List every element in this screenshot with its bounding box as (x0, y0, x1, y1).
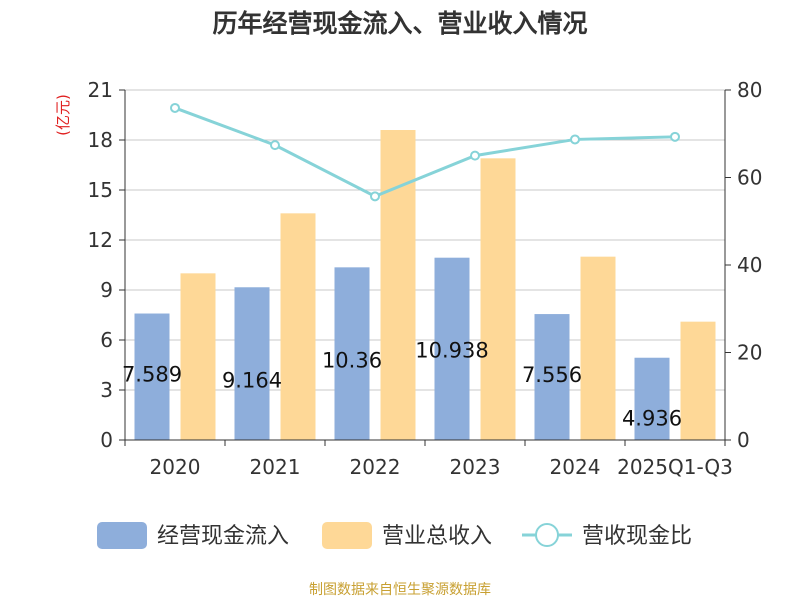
y-left-tick-label: 15 (88, 178, 113, 202)
source-note: 制图数据来自恒生聚源数据库 (309, 582, 491, 598)
ratio-line-path (174, 106, 676, 198)
legend-label: 营收现金比 (582, 524, 692, 549)
bar-cash-inflow (634, 357, 670, 440)
bar-revenue (680, 321, 716, 440)
data-label-cash: 7.556 (522, 363, 582, 387)
bar-cash-inflow (534, 314, 570, 440)
y-right-tick-label: 40 (737, 253, 762, 277)
x-tick-label: 2022 (350, 455, 401, 479)
data-label-cash: 9.164 (222, 368, 282, 392)
ratio-point (270, 140, 280, 151)
ratio-point (570, 134, 580, 145)
y-left-tick-label: 6 (100, 328, 113, 352)
y-left-tick-label: 21 (88, 78, 113, 102)
ratio-line (170, 102, 680, 202)
data-label-cash: 10.36 (322, 348, 382, 372)
y-left-unit-label: (亿元) (54, 94, 72, 136)
bar-cash-inflow (234, 287, 270, 440)
data-label-cash: 4.936 (622, 407, 682, 431)
y-left-tick-label: 9 (100, 278, 113, 302)
legend-label: 经营现金流入 (157, 524, 289, 549)
y-right-tick-label: 20 (737, 341, 762, 365)
data-label-cash: 7.589 (122, 363, 182, 387)
ratio-point (670, 131, 680, 142)
y-right-tick-label: 0 (737, 428, 750, 452)
y-left-tick-label: 12 (88, 228, 113, 252)
legend-item[interactable]: 经营现金流入 (97, 522, 289, 549)
axes: 0 3 6 9 12 15 18 21 0 20 40 60 80 2020 2021 2022 2023 202… (54, 78, 762, 479)
ratio-point (170, 102, 180, 113)
x-tick-label: 2024 (550, 455, 601, 479)
bar-cash-inflow (334, 267, 370, 440)
y-right-tick-label: 80 (737, 78, 762, 102)
legend-swatch (322, 522, 372, 549)
bar-revenue (580, 256, 616, 440)
bar-revenue (380, 130, 416, 440)
bar-revenue (180, 273, 216, 440)
data-labels: 7.589 9.164 10.36 10.938 7.556 4.936 (122, 339, 682, 431)
legend[interactable]: 经营现金流入 营业总收入 营收现金比 (97, 522, 692, 549)
y-left-tick-label: 0 (100, 428, 113, 452)
bar-cash-inflow (434, 257, 470, 440)
x-tick-label: 2021 (250, 455, 301, 479)
legend-label: 营业总收入 (382, 524, 492, 549)
legend-marker (535, 523, 559, 547)
x-tick-label: 2025Q1-Q3 (617, 455, 733, 479)
ratio-point (470, 150, 480, 161)
grid-lines (125, 89, 725, 391)
x-tick-label: 2020 (150, 455, 201, 479)
bar-revenue (280, 213, 316, 440)
y-left-tick-label: 18 (88, 128, 113, 152)
bar-revenue (480, 158, 516, 441)
bars (134, 130, 716, 441)
legend-swatch (97, 522, 147, 549)
y-left-tick-label: 3 (100, 378, 113, 402)
ratio-point (370, 191, 380, 202)
data-label-cash: 10.938 (415, 339, 488, 363)
x-tick-label: 2023 (450, 455, 501, 479)
legend-item[interactable]: 营收现金比 (522, 523, 692, 549)
bar-cash-inflow (134, 313, 170, 440)
legend-item[interactable]: 营业总收入 (322, 522, 492, 549)
chart-title: 历年经营现金流入、营业收入情况 (212, 9, 588, 38)
y-right-tick-label: 60 (737, 166, 762, 190)
